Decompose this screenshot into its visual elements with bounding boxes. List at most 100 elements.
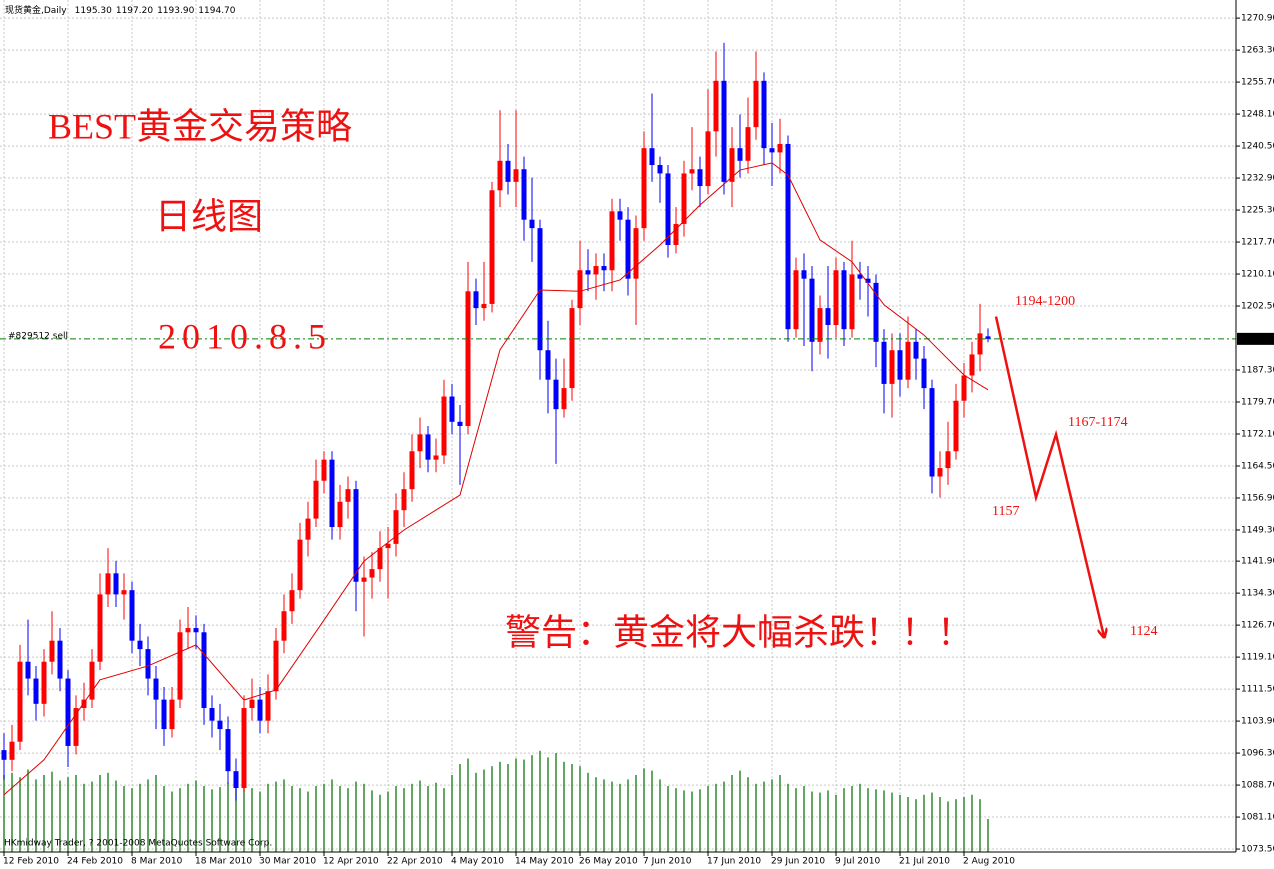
- candle-body: [961, 375, 967, 401]
- candle-body: [193, 628, 199, 633]
- candle-body: [593, 266, 599, 275]
- candle-body: [689, 169, 695, 174]
- candle-body: [329, 459, 335, 528]
- candle-body: [361, 577, 367, 582]
- y-tick-label: 1081.10: [1241, 813, 1274, 823]
- candle-body: [801, 270, 807, 279]
- annotation: 日线图: [155, 196, 263, 236]
- y-tick-label: 1179.70: [1241, 398, 1274, 408]
- candle-body: [721, 80, 727, 182]
- candle-body: [41, 661, 47, 704]
- x-tick-label: 18 Mar 2010: [195, 857, 252, 867]
- header-close: 1194.70: [198, 6, 235, 16]
- candle-body: [697, 169, 703, 187]
- header-title: 现货黄金,Daily: [5, 4, 67, 16]
- candle-body: [57, 640, 63, 679]
- candle-body: [49, 640, 55, 662]
- candle-body: [913, 341, 919, 359]
- candle-body: [161, 699, 167, 730]
- annotation: 警告：黄金将大幅杀跌！！！: [505, 612, 973, 652]
- y-tick-label: 1263.30: [1241, 46, 1274, 56]
- y-tick-label: 1248.10: [1241, 110, 1274, 120]
- x-tick-label: 8 Mar 2010: [131, 857, 183, 867]
- candle-layer: [1, 42, 991, 801]
- candle-body: [89, 661, 95, 700]
- candle-body: [289, 590, 295, 612]
- candle-body: [385, 543, 391, 549]
- y-tick-label: 1156.90: [1241, 493, 1274, 503]
- candle-body: [545, 350, 551, 380]
- y-tick-label: 1096.30: [1241, 749, 1274, 759]
- candle-body: [817, 308, 823, 342]
- candle-body: [673, 223, 679, 245]
- y-tick-label: 1225.30: [1241, 206, 1274, 216]
- y-tick-label: 1103.90: [1241, 717, 1274, 727]
- grid: [0, 0, 1236, 852]
- candle-body: [449, 396, 455, 422]
- candle-body: [209, 708, 215, 721]
- candle-body: [585, 270, 591, 275]
- y-tick-label: 1202.50: [1241, 302, 1274, 312]
- x-tick-label: 26 May 2010: [579, 857, 638, 867]
- forecast-label: 1157: [992, 504, 1019, 519]
- candle-body: [377, 548, 383, 570]
- candle-body: [713, 80, 719, 132]
- candle-body: [809, 278, 815, 342]
- forecast-label: 1194-1200: [1015, 294, 1075, 309]
- candle-body: [865, 278, 871, 283]
- candle-body: [657, 165, 663, 174]
- candle-body: [281, 611, 287, 641]
- candle-body: [873, 282, 879, 342]
- candle-body: [169, 699, 175, 730]
- candle-body: [977, 333, 983, 355]
- y-tick-label: 1141.90: [1241, 557, 1274, 567]
- candle-body: [97, 594, 103, 662]
- candle-body: [241, 708, 247, 789]
- candle-body: [337, 501, 343, 528]
- x-tick-label: 30 Mar 2010: [259, 857, 316, 867]
- header-high: 1197.20: [116, 6, 153, 16]
- candle-body: [705, 131, 711, 187]
- y-tick-label: 1164.50: [1241, 461, 1274, 471]
- candle-body: [409, 451, 415, 490]
- candle-body: [929, 388, 935, 477]
- candle-body: [905, 341, 911, 380]
- candle-body: [353, 489, 359, 582]
- candle-body: [761, 80, 767, 149]
- candle-body: [17, 661, 23, 742]
- x-tick-label: 14 May 2010: [515, 857, 574, 867]
- candle-body: [737, 148, 743, 161]
- candle-body: [369, 569, 375, 578]
- x-tick-label: 4 May 2010: [451, 857, 504, 867]
- candle-body: [113, 573, 119, 595]
- moving-average: [3, 162, 989, 796]
- y-tick-label: 1149.30: [1241, 525, 1274, 535]
- y-tick-label: 1187.30: [1241, 366, 1274, 376]
- x-tick-label: 22 Apr 2010: [387, 857, 443, 867]
- y-tick-label: 1134.30: [1241, 589, 1274, 599]
- candle-body: [521, 169, 527, 220]
- y-tick-label: 1111.50: [1241, 685, 1274, 695]
- x-tick-label: 17 Jun 2010: [707, 857, 761, 867]
- y-tick-label: 1073.50: [1241, 845, 1274, 855]
- candle-body: [441, 396, 447, 456]
- candle-body: [745, 127, 751, 161]
- candle-body: [513, 169, 519, 182]
- candle-body: [497, 160, 503, 191]
- candle-body: [969, 354, 975, 376]
- volume-layer: [3, 750, 989, 852]
- copyright: HKmidway Trader, ? 2001-2008 MetaQuotes …: [4, 839, 272, 849]
- candle-body: [489, 190, 495, 304]
- candle-body: [529, 219, 535, 229]
- candle-body: [665, 173, 671, 245]
- candle-body: [393, 510, 399, 544]
- candle-body: [633, 228, 639, 279]
- candle-body: [257, 699, 263, 721]
- candle-body: [273, 640, 279, 692]
- candle-body: [537, 228, 543, 351]
- candle-body: [297, 539, 303, 591]
- candle-body: [401, 489, 407, 511]
- candle-body: [465, 291, 471, 426]
- candle-body: [769, 148, 775, 153]
- candle-body: [937, 468, 943, 477]
